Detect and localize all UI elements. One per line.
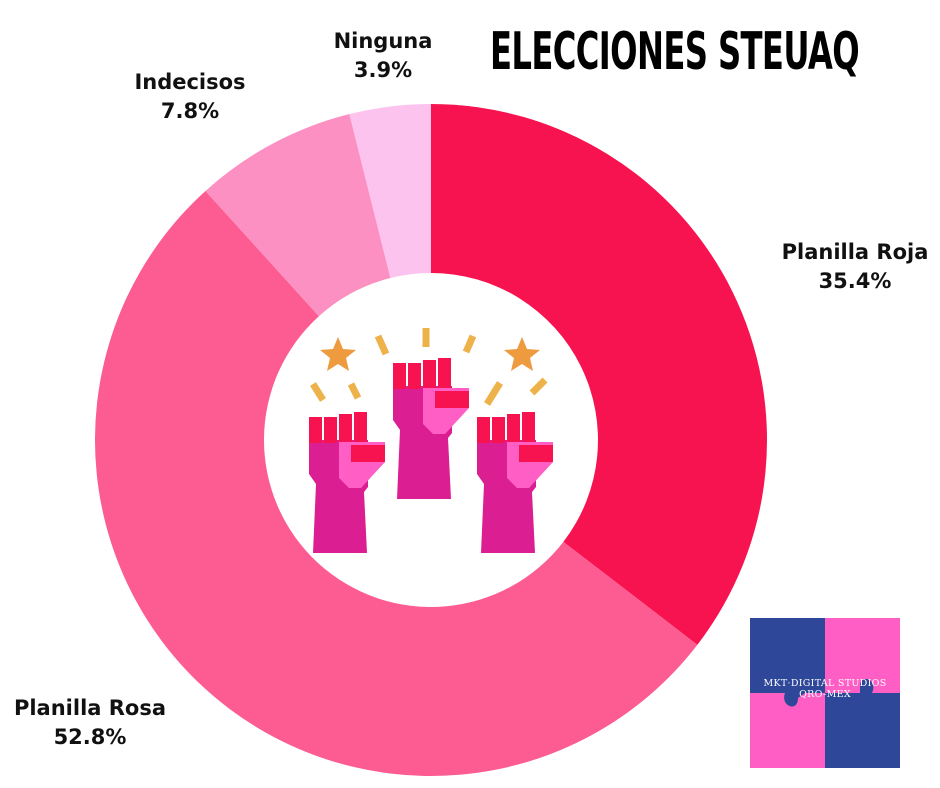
slice-planilla-roja [431, 104, 767, 645]
slice-ninguna [349, 104, 431, 278]
slice-planilla-rosa [94, 190, 698, 777]
label-planilla-roja: Planilla Roja 35.4% [745, 238, 940, 296]
label-planilla-rosa: Planilla Rosa 52.8% [0, 694, 180, 752]
slice-label: Indecisos [134, 70, 246, 94]
logo [750, 618, 900, 768]
slice-value: 52.8% [53, 725, 127, 749]
slice-value: 3.9% [353, 58, 413, 82]
label-indecisos: Indecisos 7.8% [110, 68, 270, 126]
slice-indecisos [205, 114, 391, 317]
slice-label: Planilla Roja [781, 240, 929, 264]
raised-fists-icon [309, 328, 553, 553]
star-icon [320, 337, 356, 371]
slice-label: Planilla Rosa [13, 696, 167, 720]
slice-label: Ninguna [333, 29, 433, 53]
slice-value: 35.4% [818, 269, 892, 293]
logo-text: MKT·DIGITAL STUDIOS QRO-MEX [763, 678, 887, 700]
label-ninguna: Ninguna 3.9% [313, 27, 453, 85]
slice-value: 7.8% [160, 99, 220, 123]
star-icon [504, 337, 540, 371]
chart-title: ELECCIONES STEUAQ [490, 22, 860, 82]
